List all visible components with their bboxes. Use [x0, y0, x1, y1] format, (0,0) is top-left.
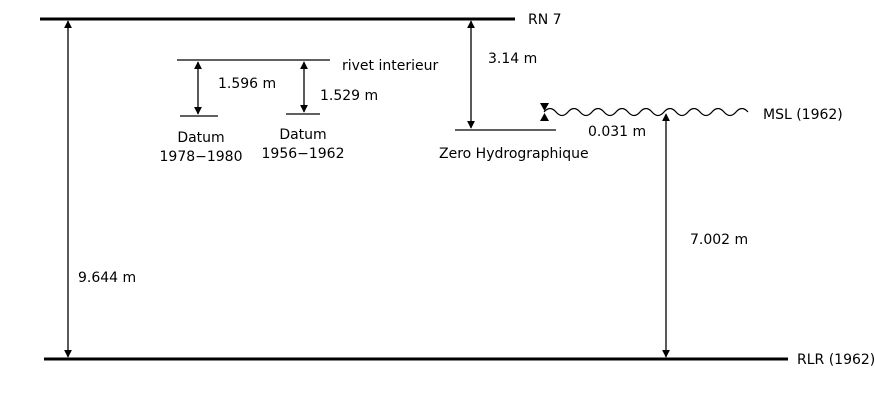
datum-1978-1980-label-line1: Datum: [177, 130, 224, 146]
rn7-label: RN 7: [528, 12, 562, 28]
rn7-to-rlr-value: 9.644 m: [78, 270, 136, 286]
rivet-to-datum-1978-1980-value: 1.596 m: [218, 76, 276, 92]
msl-label: MSL (1962): [763, 107, 843, 123]
zero-hydro-to-msl-value: 0.031 m: [588, 124, 646, 140]
zero-hydro-to-msl-upper-arrowhead: [540, 103, 549, 111]
zero-hydro-to-msl-lower-arrowhead: [540, 113, 549, 121]
datum-1956-1962-label-line2: 1956−1962: [262, 146, 345, 162]
msl-to-rlr-value: 7.002 m: [690, 232, 748, 248]
zero-hydro-label: Zero Hydrographique: [439, 146, 589, 162]
datum-1978-1980-label-line2: 1978−1980: [160, 149, 243, 165]
rn7-to-zero-hydro-value: 3.14 m: [488, 51, 537, 67]
rivet-label: rivet interieur: [342, 58, 438, 74]
rivet-to-datum-1956-1962-value: 1.529 m: [320, 88, 378, 104]
rlr-label: RLR (1962): [797, 352, 875, 368]
datum-1956-1962-label-line1: Datum: [279, 127, 326, 143]
msl-wavy-line: [543, 107, 749, 117]
